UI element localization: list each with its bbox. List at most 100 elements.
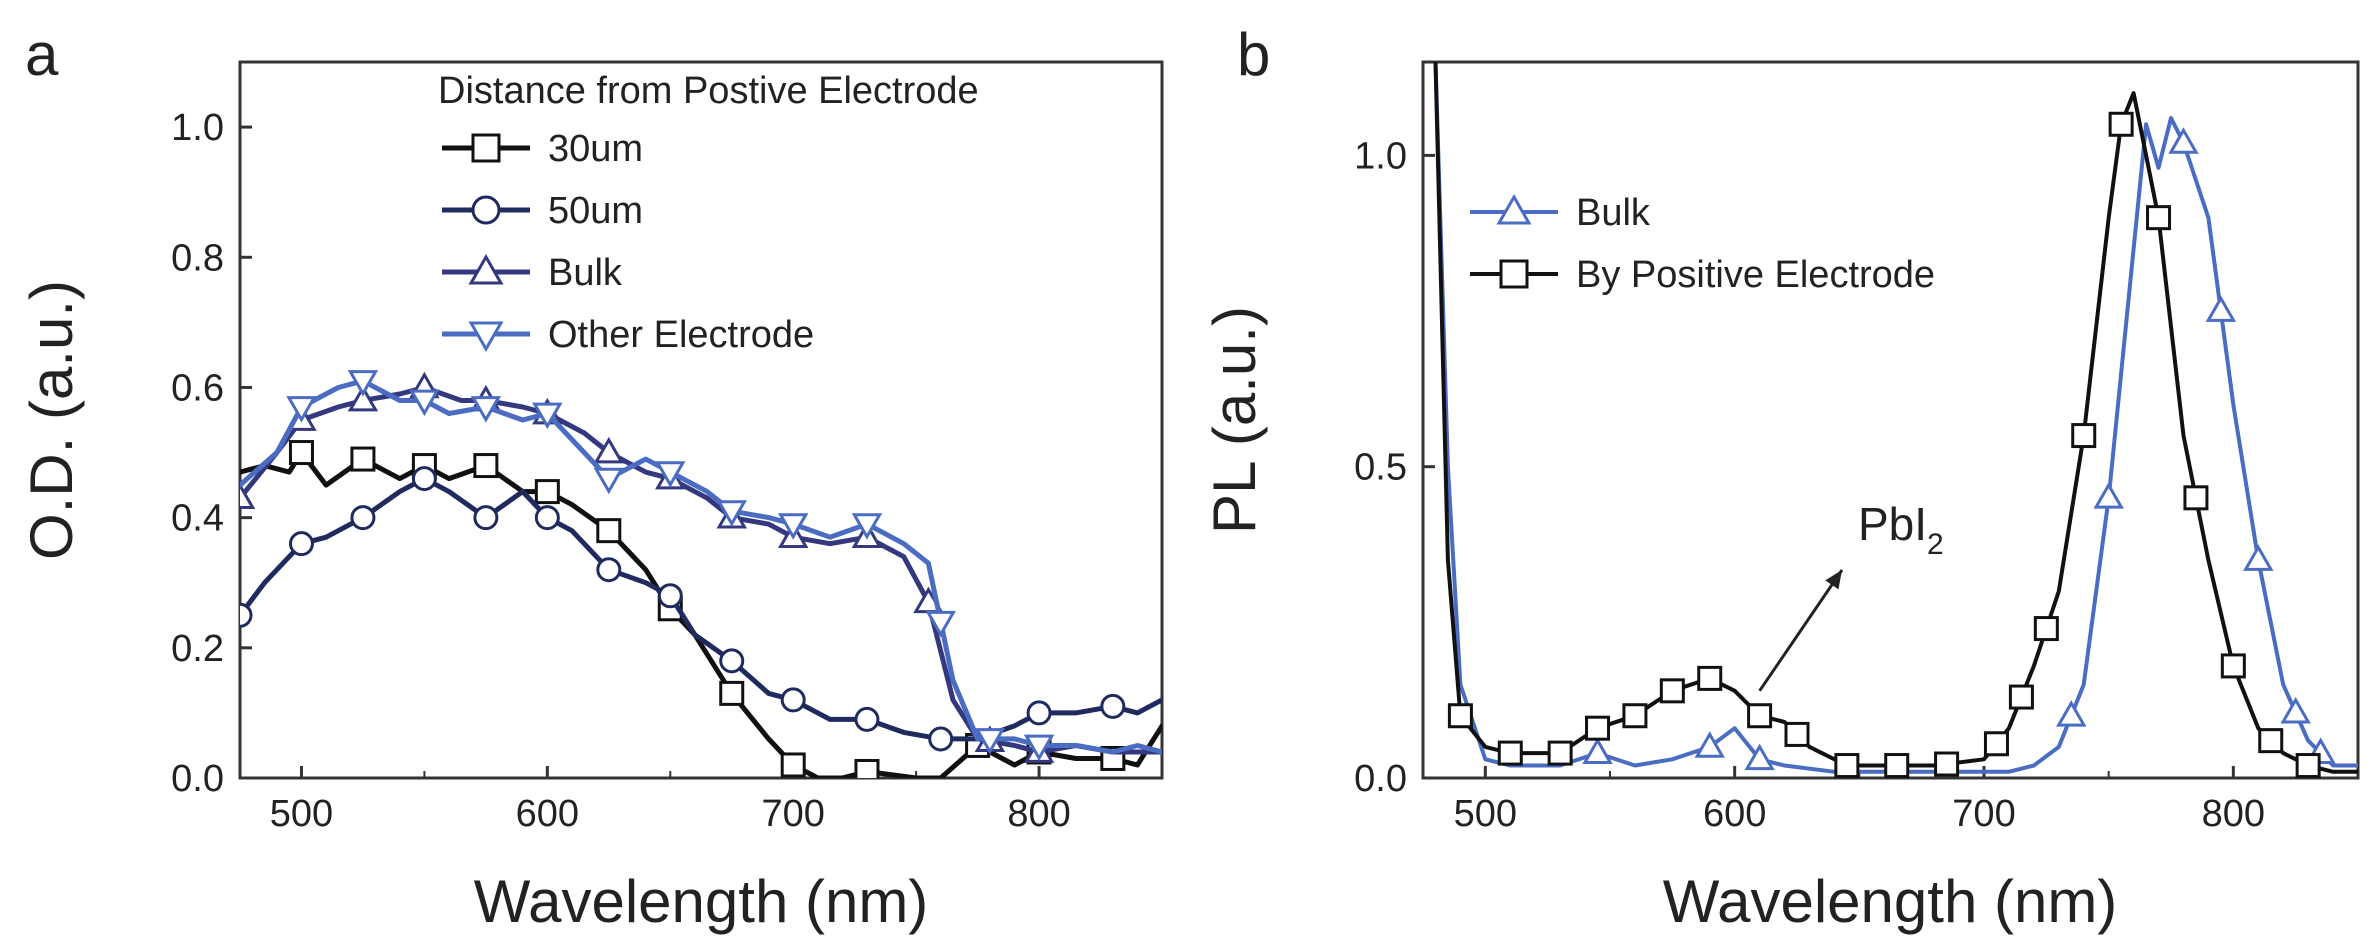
- panel-a-series-1-marker-0: [240, 602, 253, 628]
- panel-a-x-tick-label-800: 800: [1007, 793, 1070, 835]
- pbi2-label-subscript: 2: [1927, 528, 1944, 561]
- panel-a-series-3-marker-2: [409, 389, 440, 417]
- panel-b-series-1-marker-10: [1884, 753, 1910, 778]
- panel-a-legend-label-0: 30um: [548, 128, 643, 170]
- pbi2-arrow-shaft: [1758, 569, 1844, 692]
- panel-b-series-1-marker-18: [2183, 485, 2209, 511]
- panel-a-series-1-marker-10: [854, 706, 880, 732]
- pbi2-label-main: PbI: [1858, 498, 1927, 550]
- panel-a-series-1-marker-7: [657, 583, 683, 609]
- panel-b-legend-label-1: By Positive Electrode: [1576, 254, 1935, 296]
- panel-b-series-1-marker-9: [1834, 753, 1860, 778]
- panel-a-legend-title: Distance from Postive Electrode: [438, 70, 979, 112]
- panel-b-legend-marker-0: [1496, 194, 1532, 225]
- panel-a-x-tick-label-600: 600: [516, 793, 579, 835]
- panel-a-y-tick-label-5: 1.0: [171, 107, 224, 149]
- panel-a-series-3-marker-7: [716, 500, 747, 527]
- panel-a-y-tick-label-0: 0.0: [171, 758, 224, 800]
- panel-a-x-tick-label-700: 700: [761, 793, 824, 835]
- panel-a-series-1-marker-8: [719, 648, 745, 674]
- panel-b-series-1-marker-14: [2033, 616, 2059, 642]
- panel-b-series-1-marker-19: [2220, 653, 2246, 679]
- panel-a-series-0-marker-8: [780, 752, 806, 778]
- panel-b-series-1-marker-0: [1447, 703, 1473, 729]
- panel-a-series-1-marker-12: [1026, 700, 1052, 726]
- panel-a-series-3: [240, 370, 1162, 762]
- panel-b-y-tick-label-1: 0.5: [1354, 447, 1407, 489]
- panel-a-series-3-marker-6: [655, 461, 686, 488]
- panel-b-series-0-marker-0: [1582, 737, 1613, 764]
- panel-b-series-0-marker-2: [1744, 743, 1775, 771]
- panel-a-letter: a: [25, 21, 59, 88]
- panel-b-series-0-marker-5: [2168, 127, 2199, 154]
- panel-a-series-1-marker-1: [288, 531, 314, 557]
- panel-b-series-1-marker-2: [1547, 740, 1573, 766]
- panel-a-legend-marker-1: [471, 195, 501, 225]
- panel-b-series-1-marker-4: [1622, 703, 1648, 729]
- panel-a-series-1-marker-4: [473, 505, 499, 531]
- panel-b-series-1-marker-6: [1697, 665, 1723, 691]
- panel-b-ticks: 500 600 700 800 0.0 0.5 1.0: [1354, 135, 2359, 835]
- panel-a-series-3-marker-9: [851, 513, 883, 540]
- panel-b-series-1-marker-11: [1934, 751, 1960, 777]
- panel-b-series-1-marker-12: [1983, 731, 2009, 757]
- panel-b-y-tick-label-0: 0.0: [1354, 758, 1407, 800]
- panel-a-axes-frame: [238, 60, 1164, 780]
- panel-a-series-3-marker-0: [286, 396, 317, 423]
- panel-a-legend-label-1: 50um: [548, 190, 643, 232]
- panel-a-ticks: 500 600 700 800 0.0 0.2 0.4 0.6 0.8 1.0: [171, 107, 1163, 835]
- panel-b-letter: b: [1237, 21, 1270, 88]
- panel-a-legend-marker-0: [471, 133, 501, 163]
- panel-b-series-1-marker-7: [1747, 703, 1773, 729]
- panel-a-series-0-marker-9: [854, 758, 880, 778]
- panel-b-x-tick-label-500: 500: [1454, 793, 1517, 835]
- panel-a-series-0-marker-4: [534, 479, 560, 505]
- panel-b-series-0-marker-6: [2205, 295, 2237, 322]
- panel-a-series-2-marker-0: [240, 482, 256, 509]
- panel-a-legend: Distance from Postive Electrode 30um 50um…: [438, 70, 979, 356]
- panel-b-series-0-marker-3: [2056, 700, 2087, 727]
- pbi2-arrow-head: [1825, 570, 1842, 590]
- panel-b-series-1-marker-21: [2295, 753, 2321, 778]
- panel-a-series-1-marker-9: [780, 687, 806, 713]
- panel-a-series-1-marker-2: [350, 505, 376, 531]
- panel-b-x-tick-label-700: 700: [1952, 793, 2015, 835]
- panel-b-y-tick-label-2: 1.0: [1354, 135, 1407, 177]
- panel-a-series-0-marker-1: [350, 446, 376, 472]
- panel-a-series-1: [240, 466, 1162, 752]
- panel-a-series-1-marker-13: [1100, 693, 1126, 719]
- panel-a-series-2: [240, 371, 1162, 763]
- panel-b-x-tick-label-600: 600: [1703, 793, 1766, 835]
- panel-b-series-0-marker-1: [1694, 731, 1725, 758]
- panel-a-series-3-marker-10: [925, 610, 956, 638]
- panel-a-series-line-1: [240, 476, 1162, 742]
- panel-a-series-1-marker-6: [596, 557, 622, 583]
- pbi2-label: PbI2: [1858, 498, 1944, 561]
- panel-a-y-tick-label-2: 0.4: [171, 498, 224, 540]
- panel-a-legend-marker-2: [468, 254, 504, 285]
- panel-b-legend: Bulk By Positive Electrode: [1470, 192, 1935, 296]
- panel-a-series-1-marker-11: [928, 726, 954, 752]
- panel-b-series-1-marker-5: [1659, 678, 1685, 704]
- panel-b-series-1-marker-3: [1585, 715, 1611, 741]
- panel-b-x-tick-label-800: 800: [2202, 793, 2265, 835]
- panel-b-series-0-marker-7: [2243, 544, 2274, 571]
- panel-b-series-line-0: [1433, 62, 2358, 774]
- panel-a-series-3-marker-4: [532, 402, 563, 430]
- panel-a-series-3-marker-1: [347, 370, 379, 397]
- panel-a-series-0-marker-5: [596, 518, 622, 544]
- panel-a-legend-label-3: Other Electrode: [548, 314, 814, 356]
- panel-a-series-line-2: [240, 385, 1162, 755]
- panel-a-x-axis-title: Wavelength (nm): [474, 868, 929, 935]
- panel-b-legend-marker-1: [1499, 259, 1529, 289]
- panel-a-y-tick-label-1: 0.2: [171, 628, 224, 670]
- panel-a-series-3-marker-3: [470, 396, 502, 423]
- panel-b-series-1-marker-13: [2008, 684, 2034, 710]
- panel-a-series-3-marker-5: [593, 467, 625, 495]
- panel-a-series-0-marker-3: [473, 453, 499, 479]
- panel-b-series-1: [1433, 62, 2358, 778]
- panel-b-series-1-marker-17: [2146, 205, 2172, 231]
- panel-a-legend-marker-3: [468, 321, 504, 352]
- panel-b-series-1-marker-20: [2258, 728, 2284, 754]
